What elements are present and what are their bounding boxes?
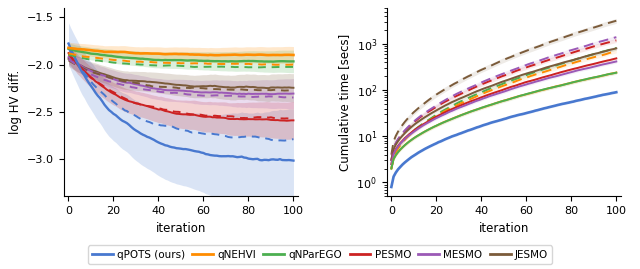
Y-axis label: Cumulative time [secs]: Cumulative time [secs] bbox=[338, 34, 351, 171]
X-axis label: iteration: iteration bbox=[156, 222, 206, 235]
Y-axis label: log HV diff.: log HV diff. bbox=[8, 70, 22, 134]
Legend: qPOTS (ours), qNEHVI, qNParEGO, PESMO, MESMO, JESMO: qPOTS (ours), qNEHVI, qNParEGO, PESMO, M… bbox=[88, 245, 552, 264]
X-axis label: iteration: iteration bbox=[479, 222, 529, 235]
